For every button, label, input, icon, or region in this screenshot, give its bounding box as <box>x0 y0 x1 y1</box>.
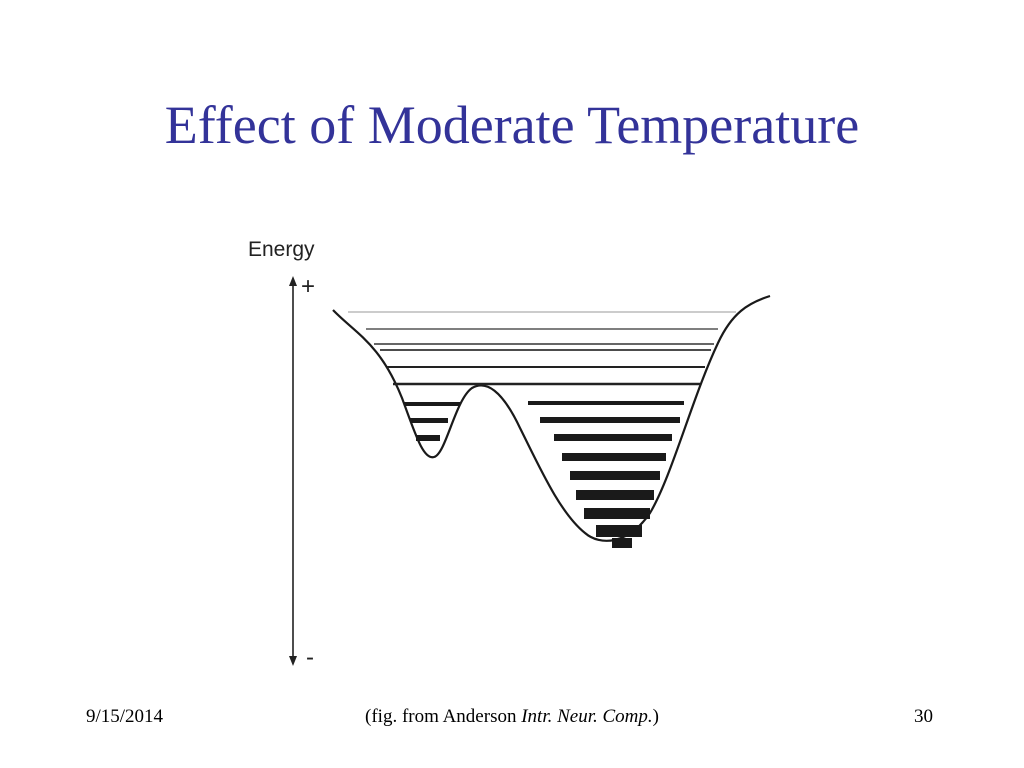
energy-curve <box>332 294 771 542</box>
right-well-level <box>596 525 642 537</box>
left-well-level <box>404 402 460 406</box>
right-well-level <box>540 417 680 423</box>
thin-energy-levels <box>348 311 736 386</box>
right-well-level <box>576 490 654 500</box>
slide-title: Effect of Moderate Temperature <box>164 95 860 155</box>
y-axis-arrow-up <box>289 276 297 286</box>
footer-date: 9/15/2014 <box>86 706 164 727</box>
right-well-level <box>554 434 672 441</box>
page-number: 30 <box>914 706 933 727</box>
right-well-level <box>584 508 650 519</box>
caption-prefix: (fig. from Anderson <box>365 706 522 727</box>
y-axis-arrow-down <box>289 656 297 666</box>
y-axis-label: Energy <box>248 238 315 261</box>
right-well-level <box>528 401 684 405</box>
right-well-levels <box>528 401 684 548</box>
right-well-level <box>570 471 660 480</box>
left-well-level <box>410 418 448 423</box>
caption-suffix: ) <box>652 706 659 727</box>
left-well-level <box>416 435 440 441</box>
energy-landscape-figure: Energy + - <box>240 228 790 678</box>
y-axis-plus-label: + <box>301 273 315 300</box>
left-well-levels <box>404 402 460 441</box>
energy-landscape-svg: Energy + - <box>248 238 771 671</box>
right-well-level <box>562 453 666 461</box>
figure-caption: (fig. from Anderson Intr. Neur. Comp.) <box>0 706 1024 728</box>
y-axis-minus-label: - <box>306 644 314 671</box>
right-well-level <box>612 538 632 548</box>
caption-source-title: Intr. Neur. Comp. <box>521 706 653 727</box>
